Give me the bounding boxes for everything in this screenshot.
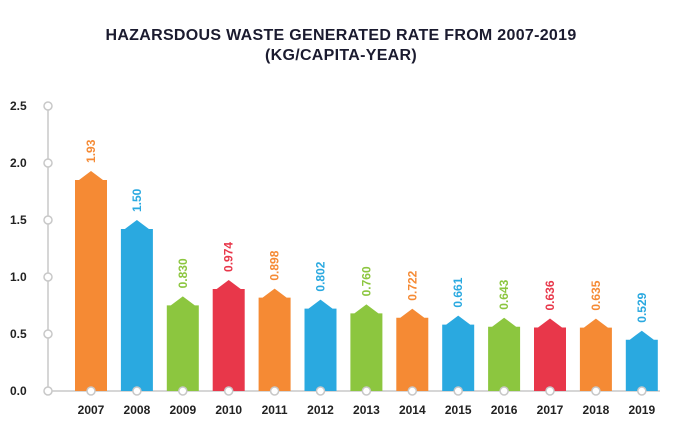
y-tick-marker (43, 158, 53, 168)
x-tick-label: 2019 (628, 403, 655, 417)
x-tick-label: 2007 (78, 403, 105, 417)
bar-2008 (120, 220, 153, 391)
x-tick-label: 2009 (169, 403, 196, 417)
data-label: 0.760 (359, 266, 373, 296)
y-tick-marker (43, 101, 53, 111)
y-tick-label: 0.5 (10, 327, 27, 341)
x-tick-marker (361, 386, 372, 396)
y-tick-label: 0.0 (10, 384, 27, 398)
y-tick-marker (43, 215, 53, 225)
x-tick-label: 2011 (262, 403, 288, 417)
data-label: 0.722 (405, 270, 419, 300)
x-tick-marker (178, 386, 188, 396)
data-label: 1.50 (130, 188, 144, 212)
data-label: 0.974 (222, 242, 236, 272)
y-tick-label: 2.5 (10, 99, 27, 113)
x-tick-label: 2010 (215, 403, 242, 417)
y-tick-label: 1.0 (10, 270, 27, 284)
data-label: 0.830 (176, 258, 190, 288)
x-tick-marker (637, 386, 647, 396)
x-tick-label: 2012 (307, 403, 334, 417)
x-tick-marker (499, 386, 509, 396)
x-tick-marker (407, 386, 418, 396)
x-tick-marker (86, 386, 96, 396)
bar-2010 (212, 279, 245, 391)
bar-2009 (166, 296, 199, 391)
x-tick-marker (453, 386, 463, 396)
x-tick-marker (591, 386, 601, 396)
bar-2014 (396, 308, 429, 391)
x-tick-marker (223, 386, 234, 396)
data-label: 1.93 (84, 139, 98, 163)
chart-title: HAZARSDOUS WASTE GENERATED RATE FROM 200… (105, 27, 577, 44)
x-tick-marker (132, 386, 142, 396)
bar-2015 (442, 315, 475, 391)
y-tick-label: 1.5 (10, 213, 27, 227)
bar-2011 (258, 288, 291, 391)
bar-2019 (625, 330, 658, 391)
x-tick-label: 2016 (491, 403, 518, 417)
x-tick-label: 2017 (537, 403, 564, 417)
bar-2017 (534, 318, 566, 391)
x-tick-label: 2008 (124, 403, 151, 417)
x-tick-marker (315, 386, 326, 396)
data-label: 0.898 (268, 250, 282, 280)
data-label: 0.643 (497, 279, 511, 309)
x-tick-label: 2013 (353, 403, 380, 417)
chart-subtitle: (KG/CAPITA-YEAR) (264, 47, 418, 64)
bar-2018 (579, 318, 612, 391)
data-label: 0.635 (589, 280, 603, 310)
y-tick-marker (43, 272, 53, 282)
data-label: 0.529 (635, 292, 649, 322)
x-tick-label: 2018 (583, 403, 610, 417)
y-tick-marker (43, 329, 53, 339)
x-tick-label: 2014 (399, 403, 426, 417)
data-label: 0.661 (451, 277, 465, 307)
bar-2016 (488, 317, 521, 391)
bar-2007 (75, 170, 107, 391)
y-tick-label: 2.0 (10, 156, 27, 170)
x-tick-marker (269, 386, 280, 396)
x-tick-marker (545, 386, 555, 396)
y-tick-marker (43, 386, 53, 396)
data-label: 0.802 (314, 261, 328, 291)
data-label: 0.636 (543, 280, 557, 310)
bar-2012 (304, 299, 337, 391)
bar-2013 (350, 304, 383, 391)
x-tick-label: 2015 (445, 403, 472, 417)
